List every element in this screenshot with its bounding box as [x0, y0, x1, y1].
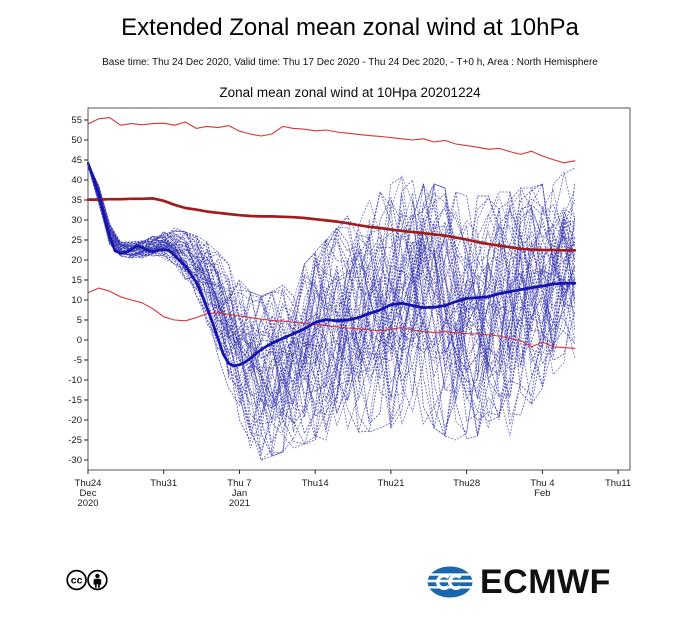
ensemble-member-line — [87, 164, 576, 449]
ensemble-member-line — [87, 163, 575, 457]
ecmwf-globe-icon — [427, 566, 473, 598]
ensemble-member-line — [87, 164, 576, 444]
ensemble-member-line — [87, 163, 575, 425]
y-tick-label: 40 — [71, 175, 82, 186]
ensemble-member-line — [87, 163, 576, 422]
y-tick-label: 25 — [71, 235, 82, 246]
x-tick-label: Thu11 — [605, 478, 631, 489]
ensemble-member-line — [87, 164, 576, 433]
x-tick-label: Thu28 — [453, 478, 480, 489]
ensemble-member-line — [87, 162, 576, 412]
ecmwf-logo: ECMWF — [427, 563, 611, 601]
ensemble-member-line — [87, 163, 576, 379]
x-tick-label: Thu 7 — [227, 478, 251, 489]
ensemble-member-line — [87, 163, 576, 424]
y-tick-label: -30 — [68, 455, 82, 466]
ensemble-member-line — [87, 163, 576, 434]
x-tick-label: 2020 — [77, 498, 98, 509]
y-tick-label: 20 — [71, 255, 82, 266]
ensemble-member-line — [87, 165, 576, 461]
ensemble-member-line — [87, 162, 576, 439]
y-tick-label: 35 — [71, 195, 82, 206]
series-climate-upper — [87, 117, 576, 164]
ensemble-member-line — [87, 161, 576, 405]
series-climate-lower — [87, 287, 576, 349]
page-subtitle: Base time: Thu 24 Dec 2020, Valid time: … — [102, 57, 598, 68]
page-title: Extended Zonal mean zonal wind at 10hPa — [121, 14, 579, 41]
ensemble-member-line — [87, 165, 576, 425]
x-tick-label: Thu 4 — [530, 478, 554, 489]
ensemble-member-line — [87, 165, 576, 461]
y-tick-label: -10 — [68, 375, 82, 386]
ensemble-member-line — [87, 165, 576, 441]
x-tick-label: Dec — [80, 488, 97, 499]
y-tick-label: 5 — [77, 315, 82, 326]
attribution-icon — [87, 569, 108, 591]
ensemble-member-line — [87, 164, 576, 451]
cc-icon: cc — [66, 569, 87, 591]
x-tick-label: 2021 — [229, 498, 250, 509]
ecmwf-logo-text: ECMWF — [480, 563, 611, 601]
y-tick-label: 10 — [71, 295, 82, 306]
plot-data-layer — [87, 117, 577, 461]
ensemble-member-line — [87, 163, 576, 379]
y-tick-label: 30 — [71, 215, 82, 226]
ensemble-member-line — [87, 163, 576, 407]
x-tick-label: Thu21 — [377, 478, 404, 489]
ensemble-member-line — [87, 162, 576, 456]
x-tick-label: Thu14 — [302, 478, 329, 489]
y-tick-label: -20 — [68, 415, 82, 426]
y-tick-label: 0 — [77, 335, 82, 346]
license-badge: cc — [66, 569, 114, 597]
y-tick-label: -5 — [74, 355, 82, 366]
y-tick-label: 45 — [71, 155, 82, 166]
y-tick-label: -15 — [68, 395, 82, 406]
series-forecast-mean — [87, 161, 577, 368]
ensemble-member-line — [87, 164, 576, 405]
series-climate-mean — [87, 197, 577, 252]
ensemble-member-line — [87, 162, 576, 418]
x-tick-label: Feb — [534, 488, 550, 499]
plot-border — [87, 107, 631, 471]
y-tick-label: -25 — [68, 435, 82, 446]
x-tick-label: Thu24 — [75, 478, 102, 489]
ensemble-member-line — [87, 163, 576, 445]
cc-icon-label: cc — [71, 575, 83, 587]
chart-title: Zonal mean zonal wind at 10Hpa 20201224 — [219, 85, 481, 100]
ensemble-member-line — [87, 164, 576, 457]
ensemble-member-line — [87, 164, 575, 424]
x-tick-label: Jan — [232, 488, 247, 499]
x-tick-label: Thu31 — [150, 478, 177, 489]
y-tick-label: 15 — [71, 275, 82, 286]
y-tick-label: 55 — [71, 115, 82, 126]
y-tick-label: 50 — [71, 135, 82, 146]
